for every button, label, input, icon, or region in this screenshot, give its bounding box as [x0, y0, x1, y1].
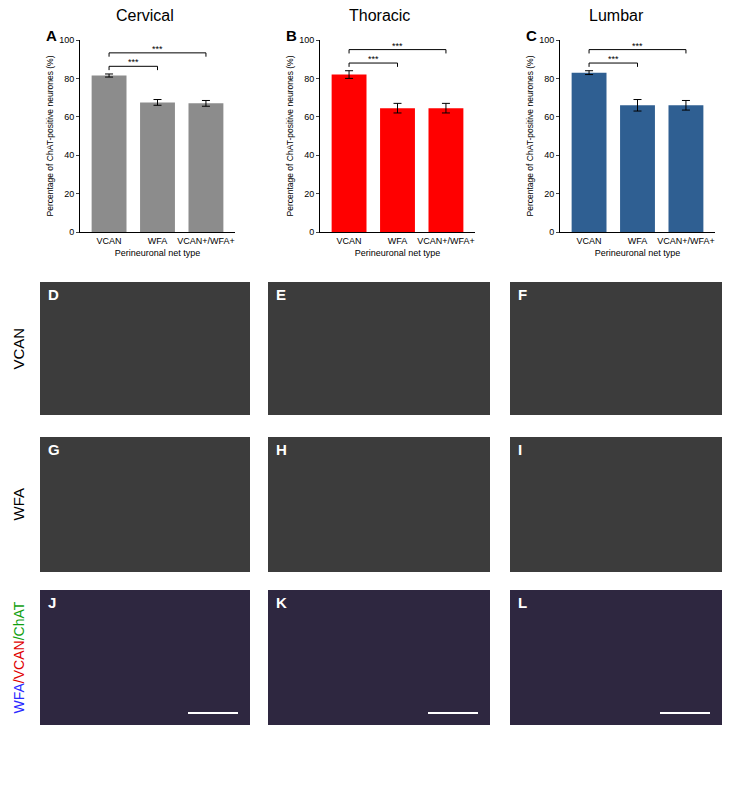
- svg-text:D: D: [48, 286, 59, 303]
- svg-text:WFA: WFA: [628, 236, 648, 246]
- svg-text:60: 60: [544, 112, 554, 122]
- svg-text:100: 100: [59, 35, 74, 45]
- svg-text:80: 80: [544, 74, 554, 84]
- svg-text:0: 0: [69, 227, 74, 237]
- svg-text:0: 0: [549, 227, 554, 237]
- svg-text:C: C: [526, 27, 537, 44]
- svg-text:F: F: [518, 286, 527, 303]
- svg-text:J: J: [48, 594, 56, 611]
- svg-text:WFA/VCAN/ChAT: WFA/VCAN/ChAT: [11, 601, 27, 713]
- svg-text:Perineuronal net type: Perineuronal net type: [355, 248, 441, 258]
- svg-text:Percentage of ChAT-positive ne: Percentage of ChAT-positive neurones (%): [285, 55, 295, 216]
- svg-text:60: 60: [304, 112, 314, 122]
- svg-text:K: K: [276, 594, 287, 611]
- svg-text:VCAN+/WFA+: VCAN+/WFA+: [417, 236, 475, 246]
- svg-text:WFA: WFA: [10, 488, 27, 521]
- svg-text:Lumbar: Lumbar: [589, 7, 644, 24]
- svg-text:VCAN: VCAN: [577, 236, 602, 246]
- svg-text:Thoracic: Thoracic: [349, 7, 410, 24]
- svg-text:A: A: [46, 27, 57, 44]
- svg-text:B: B: [286, 27, 297, 44]
- svg-text:20: 20: [64, 189, 74, 199]
- svg-text:40: 40: [304, 150, 314, 160]
- svg-text:100: 100: [539, 35, 554, 45]
- svg-text:80: 80: [304, 74, 314, 84]
- svg-text:L: L: [518, 594, 527, 611]
- svg-text:Cervical: Cervical: [116, 7, 174, 24]
- svg-text:0: 0: [309, 227, 314, 237]
- svg-text:WFA: WFA: [388, 236, 408, 246]
- svg-text:I: I: [518, 441, 522, 458]
- svg-text:WFA: WFA: [148, 236, 168, 246]
- svg-text:60: 60: [64, 112, 74, 122]
- svg-text:Percentage of ChAT-positive ne: Percentage of ChAT-positive neurones (%): [45, 55, 55, 216]
- svg-text:VCAN: VCAN: [97, 236, 122, 246]
- svg-text:VCAN+/WFA+: VCAN+/WFA+: [657, 236, 715, 246]
- svg-text:***: ***: [368, 54, 379, 64]
- svg-text:***: ***: [608, 54, 619, 64]
- svg-text:80: 80: [64, 74, 74, 84]
- svg-text:40: 40: [544, 150, 554, 160]
- svg-text:***: ***: [392, 41, 403, 51]
- svg-text:VCAN: VCAN: [10, 328, 27, 370]
- svg-text:H: H: [276, 441, 287, 458]
- svg-text:***: ***: [128, 57, 139, 67]
- svg-text:Perineuronal net type: Perineuronal net type: [595, 248, 681, 258]
- svg-text:Percentage of ChAT-positive ne: Percentage of ChAT-positive neurones (%): [525, 55, 535, 216]
- svg-text:***: ***: [632, 41, 643, 51]
- svg-text:20: 20: [544, 189, 554, 199]
- svg-text:G: G: [48, 441, 60, 458]
- svg-text:***: ***: [152, 44, 163, 54]
- svg-text:VCAN+/WFA+: VCAN+/WFA+: [177, 236, 235, 246]
- svg-text:20: 20: [304, 189, 314, 199]
- svg-text:40: 40: [64, 150, 74, 160]
- svg-text:VCAN: VCAN: [337, 236, 362, 246]
- svg-text:100: 100: [299, 35, 314, 45]
- svg-text:Perineuronal net type: Perineuronal net type: [115, 248, 201, 258]
- svg-text:E: E: [276, 286, 286, 303]
